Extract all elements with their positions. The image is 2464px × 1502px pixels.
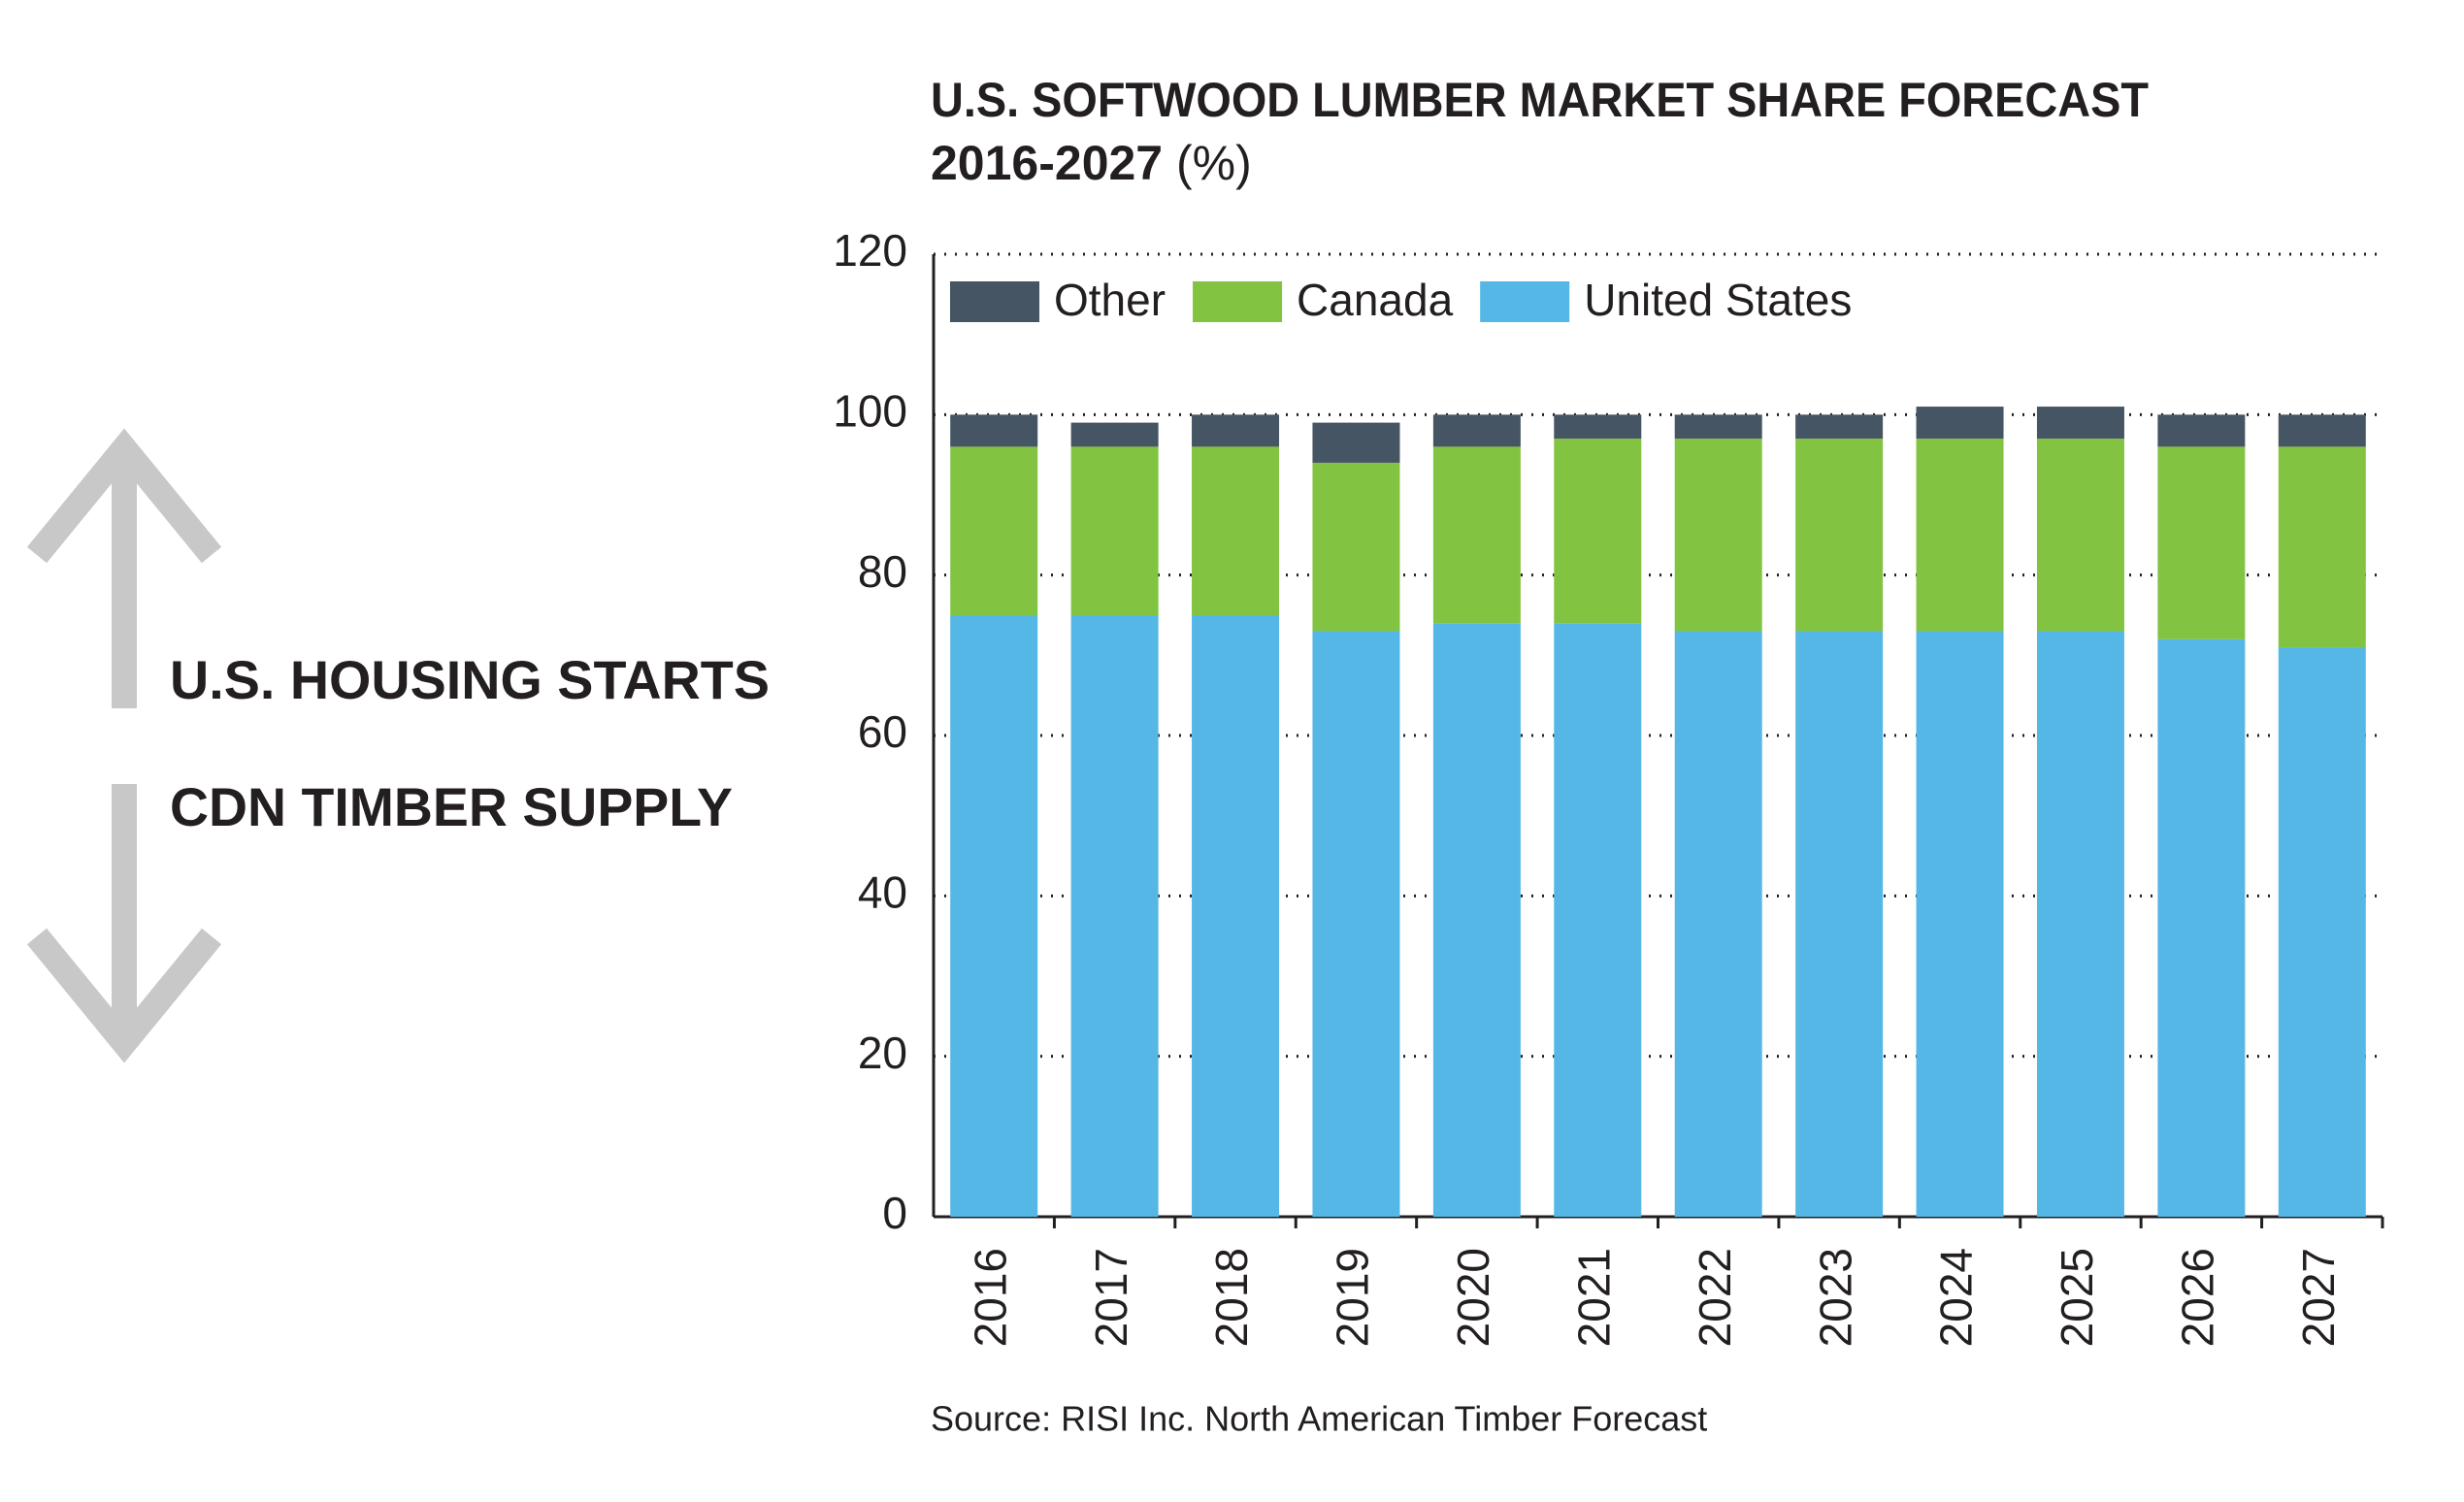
x-tick-label: 2016 xyxy=(965,1248,1015,1347)
x-tick-label: 2027 xyxy=(2293,1248,2344,1347)
bar-segment xyxy=(2157,414,2246,447)
bar-segment xyxy=(2278,647,2366,1217)
chart-title: U.S. SOFTWOOD LUMBER MARKET SHARE FORECA… xyxy=(931,73,2149,127)
bar-segment xyxy=(2278,414,2366,447)
up-arrow-head xyxy=(26,428,222,564)
x-tick-label: 2026 xyxy=(2173,1248,2223,1347)
bar-segment xyxy=(2278,446,2366,648)
legend-swatch xyxy=(1193,281,1283,322)
bar-segment xyxy=(1916,439,2004,632)
x-tick-label: 2021 xyxy=(1568,1248,1619,1347)
y-tick-label: 60 xyxy=(858,706,907,757)
bar-segment xyxy=(1432,446,1521,624)
bar-segment xyxy=(1312,462,1400,632)
legend-label: United States xyxy=(1584,275,1852,325)
x-tick-label: 2019 xyxy=(1328,1248,1378,1347)
y-tick-label: 80 xyxy=(858,546,907,597)
y-tick-label: 0 xyxy=(882,1188,907,1238)
x-tick-label: 2018 xyxy=(1206,1248,1257,1347)
bar-segment xyxy=(1554,414,1642,440)
bar-segment xyxy=(1916,631,2004,1217)
bar-segment xyxy=(950,615,1038,1217)
bar-segment xyxy=(1554,623,1642,1217)
bar-segment xyxy=(2036,439,2124,632)
chart-title: 2016-2027 (%) xyxy=(931,136,1252,190)
legend-swatch xyxy=(950,281,1039,322)
arrows xyxy=(26,428,222,1063)
x-tick-label: 2024 xyxy=(1931,1248,1982,1347)
bar-segment xyxy=(1916,407,2004,440)
bar-segment xyxy=(1554,439,1642,624)
y-tick-label: 100 xyxy=(833,385,907,436)
bar-segment xyxy=(2157,638,2246,1217)
y-tick-label: 120 xyxy=(833,225,907,276)
bar-segment xyxy=(1070,422,1159,447)
source-note: Source: RISI Inc. North American Timber … xyxy=(931,1399,1707,1439)
bar-segment xyxy=(1192,446,1280,615)
side-label: U.S. HOUSING STARTS xyxy=(170,649,770,710)
bar-segment xyxy=(1312,631,1400,1217)
x-tick-label: 2020 xyxy=(1448,1248,1498,1347)
bar-segment xyxy=(1070,446,1159,615)
bar-segment xyxy=(2036,407,2124,440)
bar-segment xyxy=(1432,414,1521,447)
side-label: CDN TIMBER SUPPLY xyxy=(170,776,733,837)
y-tick-label: 40 xyxy=(858,866,907,917)
legend-label: Canada xyxy=(1297,275,1454,325)
bar-segment xyxy=(950,446,1038,615)
bar-segment xyxy=(1432,623,1521,1217)
chart-title-years: 2016-2027 xyxy=(931,136,1163,190)
bar-segment xyxy=(1674,631,1762,1217)
bar-segment xyxy=(1312,422,1400,463)
bar-segment xyxy=(1674,439,1762,632)
legend-label: Other xyxy=(1054,275,1166,325)
bar-segment xyxy=(950,414,1038,447)
bar-segment xyxy=(1192,615,1280,1217)
bar-segment xyxy=(1795,414,1884,440)
bar-segment xyxy=(1795,439,1884,632)
bar-segment xyxy=(1674,414,1762,440)
legend-swatch xyxy=(1480,281,1570,322)
chart-unit: (%) xyxy=(1176,136,1252,190)
x-tick-label: 2017 xyxy=(1086,1248,1136,1347)
bar-segment xyxy=(1070,615,1159,1217)
x-tick-label: 2022 xyxy=(1690,1248,1740,1347)
bar-segment xyxy=(1192,414,1280,447)
down-arrow-head xyxy=(26,928,222,1063)
x-tick-label: 2025 xyxy=(2052,1248,2102,1347)
x-tick-label: 2023 xyxy=(1810,1248,1860,1347)
bar-segment xyxy=(2157,446,2246,639)
y-tick-label: 20 xyxy=(858,1028,907,1078)
bar-segment xyxy=(2036,631,2124,1217)
bar-segment xyxy=(1795,631,1884,1217)
